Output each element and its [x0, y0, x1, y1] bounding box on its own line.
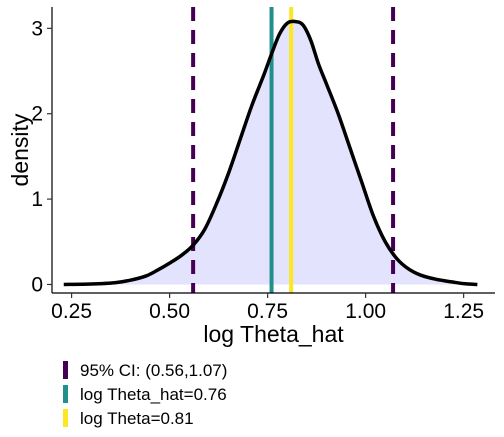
y-axis-title: density — [7, 113, 33, 186]
x-axis-title: log Theta_hat — [203, 321, 344, 347]
legend: 95% CI: (0.56,1.07) log Theta_hat=0.76log… — [63, 361, 227, 428]
x-tick-label: 1.00 — [345, 300, 386, 323]
legend-key-truth — [63, 409, 68, 427]
y-tick-label: 1 — [31, 188, 43, 211]
axes-layer — [47, 7, 495, 298]
legend-key-estimate — [63, 385, 68, 403]
y-tick-label: 2 — [31, 103, 43, 126]
legend-label-truth: log Theta=0.81 — [80, 409, 194, 428]
x-tick-label: 1.25 — [443, 300, 484, 323]
x-tick-label: 0.75 — [247, 300, 288, 323]
density-curve — [63, 19, 478, 287]
density-curve-layer — [63, 19, 478, 287]
legend-label-estimate: log Theta_hat=0.76 — [80, 385, 227, 404]
tick-labels-layer: 0.25 0.50 0.75 1.00 1.25 0 1 2 3 — [31, 17, 484, 323]
y-tick-label: 3 — [31, 17, 43, 40]
y-tick-label: 0 — [31, 273, 43, 296]
x-tick-label: 0.25 — [51, 300, 92, 323]
legend-key-ci — [63, 361, 68, 379]
x-tick-label: 0.50 — [149, 300, 190, 323]
legend-label-ci: 95% CI: (0.56,1.07) — [80, 361, 227, 380]
reference-lines-layer — [191, 7, 396, 293]
